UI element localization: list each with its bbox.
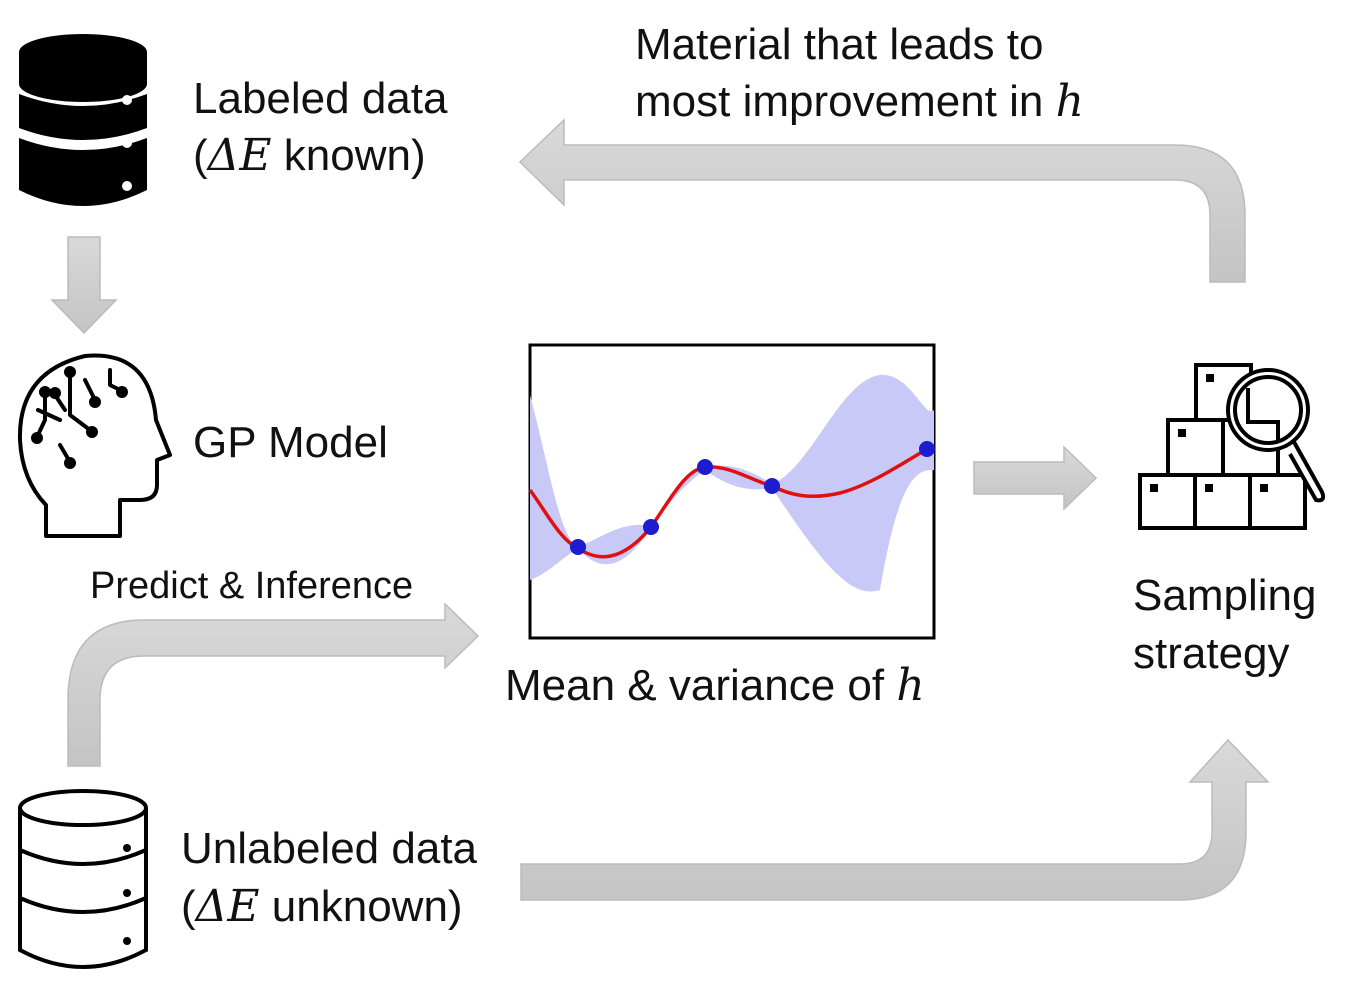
unlabeled-database-icon (18, 789, 148, 969)
labeled-data-subtitle: (ΔE known) (193, 127, 426, 185)
feedback-label-line1: Material that leads to (635, 20, 1044, 69)
observed-point (643, 519, 659, 535)
known-text: known) (271, 131, 426, 180)
mean-variance-text: Mean & variance of (505, 661, 897, 710)
paren: ( (181, 882, 196, 931)
mean-variance-label: Mean & variance of h (505, 657, 925, 715)
unlabeled-to-sampling-arrow (520, 738, 1270, 901)
h-symbol: h (896, 660, 925, 711)
observed-point (764, 478, 780, 494)
sampling-boxes-icon (1138, 363, 1326, 530)
plot-to-sampling-arrow (973, 445, 1098, 511)
observed-point (570, 539, 586, 555)
predict-arrow (67, 602, 480, 767)
observed-point (919, 441, 935, 457)
labeled-data-title: Labeled data (193, 74, 448, 123)
unlabeled-data-subtitle: (ΔE unknown) (181, 878, 463, 936)
sampling-label-line2: strategy (1133, 629, 1290, 678)
paren: ( (193, 131, 208, 180)
labeled-to-model-arrow (50, 236, 118, 335)
delta-e-symbol: ΔE (207, 130, 272, 181)
feedback-text: most improvement in (635, 77, 1056, 126)
brain-head-icon (17, 353, 172, 538)
predict-inference-label: Predict & Inference (90, 565, 414, 607)
observed-point (697, 459, 713, 475)
unknown-text: unknown) (259, 882, 463, 931)
labeled-database-icon (19, 34, 147, 206)
variance-band (530, 374, 934, 592)
gp-model-label: GP Model (193, 418, 388, 467)
sampling-label-line1: Sampling (1133, 571, 1317, 620)
feedback-label-line2: most improvement in h (635, 73, 1084, 131)
feedback-arrow (518, 118, 1246, 283)
delta-e-symbol: ΔE (195, 881, 260, 932)
unlabeled-data-title: Unlabeled data (181, 824, 478, 873)
h-symbol: h (1055, 76, 1084, 127)
